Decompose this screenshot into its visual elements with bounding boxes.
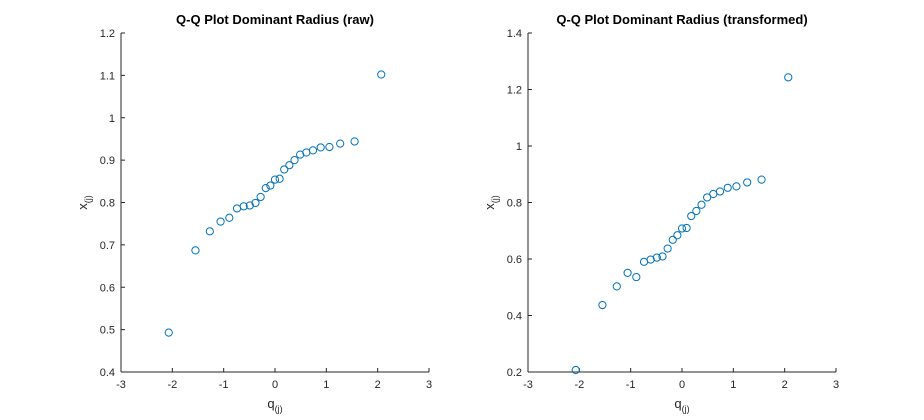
chart-title: Q-Q Plot Dominant Radius (transformed) (556, 12, 807, 27)
y-tick-label: 0.5 (100, 325, 115, 337)
x-tick-label: 2 (375, 379, 381, 391)
x-axis-label: q(j) (674, 396, 689, 414)
data-point (191, 246, 200, 255)
x-tick-label: 2 (782, 379, 788, 391)
data-point (715, 187, 725, 196)
data-point (692, 206, 701, 216)
data-point (646, 255, 655, 264)
data-point (239, 202, 248, 211)
y-axis-label: x(j) (482, 195, 500, 210)
data-point (266, 181, 275, 190)
x-tick-label: 0 (272, 379, 278, 391)
data-point (723, 183, 732, 192)
data-point (216, 217, 225, 226)
y-tick-label: 1.2 (100, 28, 115, 40)
data-point (598, 300, 607, 310)
y-tick-label: 0.6 (100, 282, 115, 294)
data-point (612, 282, 621, 291)
data-point (302, 148, 311, 157)
data-point (652, 253, 661, 262)
y-tick-label: 1.4 (507, 28, 522, 40)
y-tick-label: 0.6 (507, 254, 522, 266)
data-point (571, 365, 580, 375)
x-axis-label: q(j) (267, 396, 282, 414)
x-tick-label: 3 (426, 379, 432, 391)
data-point (687, 211, 696, 221)
data-point (673, 231, 682, 240)
x-tick-label: 1 (323, 379, 329, 391)
y-tick-label: 0.2 (507, 367, 522, 379)
x-tick-label: 3 (833, 379, 839, 391)
data-point (275, 174, 284, 183)
data-point (316, 143, 325, 152)
data-point (663, 244, 672, 253)
x-tick-label: -1 (219, 379, 229, 391)
data-point (677, 224, 687, 233)
data-point (245, 201, 254, 210)
data-point (308, 146, 318, 155)
data-point (784, 73, 793, 82)
data-point (632, 272, 641, 282)
data-point (261, 183, 270, 193)
data-point (205, 227, 214, 236)
data-point (225, 213, 234, 222)
data-point (668, 235, 677, 244)
data-point (709, 189, 718, 199)
data-point (270, 175, 280, 184)
data-point (743, 178, 752, 187)
data-point (336, 139, 345, 148)
data-point (757, 175, 766, 184)
y-tick-label: 0.7 (100, 240, 115, 252)
data-point (256, 192, 265, 202)
y-tick-label: 0.4 (100, 367, 115, 379)
data-point (658, 252, 667, 261)
y-tick-label: 0.8 (507, 198, 522, 210)
right-qq-plot: -3 -2 -1 0 1 2 3 0.2 0.4 0.6 0.8 1 1.2 1.4 Q-Q Plot Do… (482, 12, 839, 414)
y-tick-label: 1.1 (100, 70, 115, 82)
x-tick-label: -3 (116, 379, 126, 391)
y-tick-label: 1 (109, 113, 115, 125)
x-tick-label: -1 (626, 379, 636, 391)
data-point (682, 223, 691, 233)
chart-title: Q-Q Plot Dominant Radius (raw) (176, 12, 374, 27)
data-point (703, 193, 712, 202)
data-point (280, 165, 289, 174)
y-tick-label: 0.9 (100, 155, 115, 167)
data-point (350, 137, 359, 146)
data-point (697, 200, 706, 209)
data-point (251, 198, 260, 208)
x-tick-label: 0 (679, 379, 685, 391)
left-qq-plot: -3 -2 -1 0 1 2 3 0.4 0.5 0.6 0.7 0.8 0.9 1 1.1 1.2 Q-Q P… (75, 12, 432, 414)
x-tick-label: -2 (574, 379, 584, 391)
x-tick-label: -3 (523, 379, 533, 391)
data-point (232, 204, 242, 213)
data-point (377, 70, 386, 79)
y-tick-label: 1 (516, 141, 522, 153)
y-axis-label: x(j) (75, 195, 93, 210)
x-tick-label: -2 (167, 379, 177, 391)
data-point (639, 257, 649, 266)
y-tick-label: 0.8 (100, 198, 115, 210)
y-tick-label: 0.4 (507, 311, 522, 323)
data-point (285, 161, 294, 170)
y-tick-label: 1.2 (507, 85, 522, 97)
data-point (164, 328, 173, 337)
x-tick-label: 1 (730, 379, 736, 391)
data-point (325, 142, 334, 152)
data-point (732, 182, 741, 191)
data-point (623, 268, 632, 277)
data-point (290, 156, 299, 165)
